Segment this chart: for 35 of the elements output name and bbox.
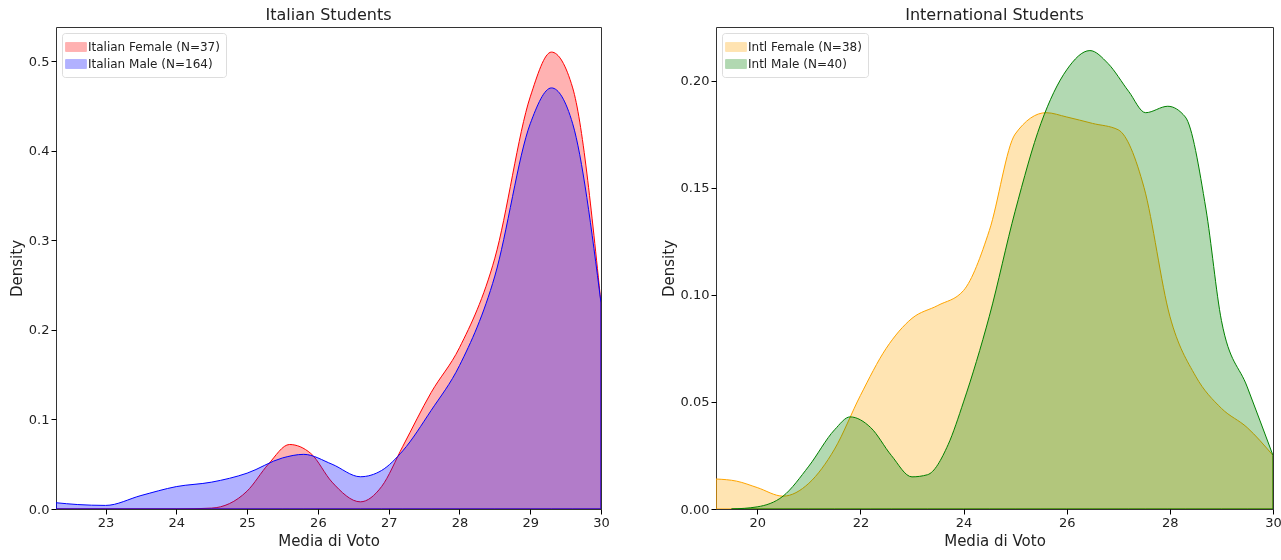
y-axis-title: Density: [659, 239, 678, 298]
legend-label: Intl Male (N=40): [748, 57, 847, 71]
x-tick-label: 28: [1162, 514, 1179, 530]
x-tick-label: 29: [522, 514, 539, 530]
x-tick-label: 28: [451, 514, 469, 530]
y-tick-label: 0.1: [28, 411, 50, 427]
x-tick-label: 30: [1265, 514, 1281, 530]
x-axis-title: Media di Voto: [944, 531, 1046, 550]
legend-label: Italian Male (N=164): [88, 57, 213, 71]
x-axis-title: Media di Voto: [278, 531, 380, 550]
y-tick-label: 0.3: [28, 232, 50, 248]
legend-label: Italian Female (N=37): [88, 40, 220, 54]
y-tick-label: 0.20: [680, 73, 710, 89]
x-tick-label: 24: [168, 514, 186, 530]
x-tick-label: 30: [593, 514, 610, 530]
y-tick-label: 0.4: [28, 143, 50, 159]
x-tick-label: 23: [97, 514, 115, 530]
y-tick-label: 0.0: [28, 501, 50, 517]
x-tick-label: 22: [852, 514, 870, 530]
legend-label: Intl Female (N=38): [748, 40, 862, 54]
y-tick-label: 0.00: [680, 501, 710, 517]
chart-title: Italian Students: [265, 5, 392, 24]
y-tick-label: 0.5: [28, 53, 50, 69]
x-tick-label: 20: [749, 514, 767, 530]
y-tick-label: 0.2: [28, 322, 50, 338]
y-tick-label: 0.05: [680, 394, 710, 410]
chart-title: International Students: [905, 5, 1084, 24]
x-tick-label: 24: [955, 514, 973, 530]
y-tick-label: 0.10: [680, 287, 710, 303]
y-axis-title: Density: [7, 239, 26, 298]
x-tick-label: 26: [1058, 514, 1076, 530]
x-tick-label: 27: [380, 514, 398, 530]
y-tick-label: 0.15: [680, 180, 710, 196]
x-tick-label: 26: [310, 514, 327, 530]
x-tick-label: 25: [239, 514, 256, 530]
